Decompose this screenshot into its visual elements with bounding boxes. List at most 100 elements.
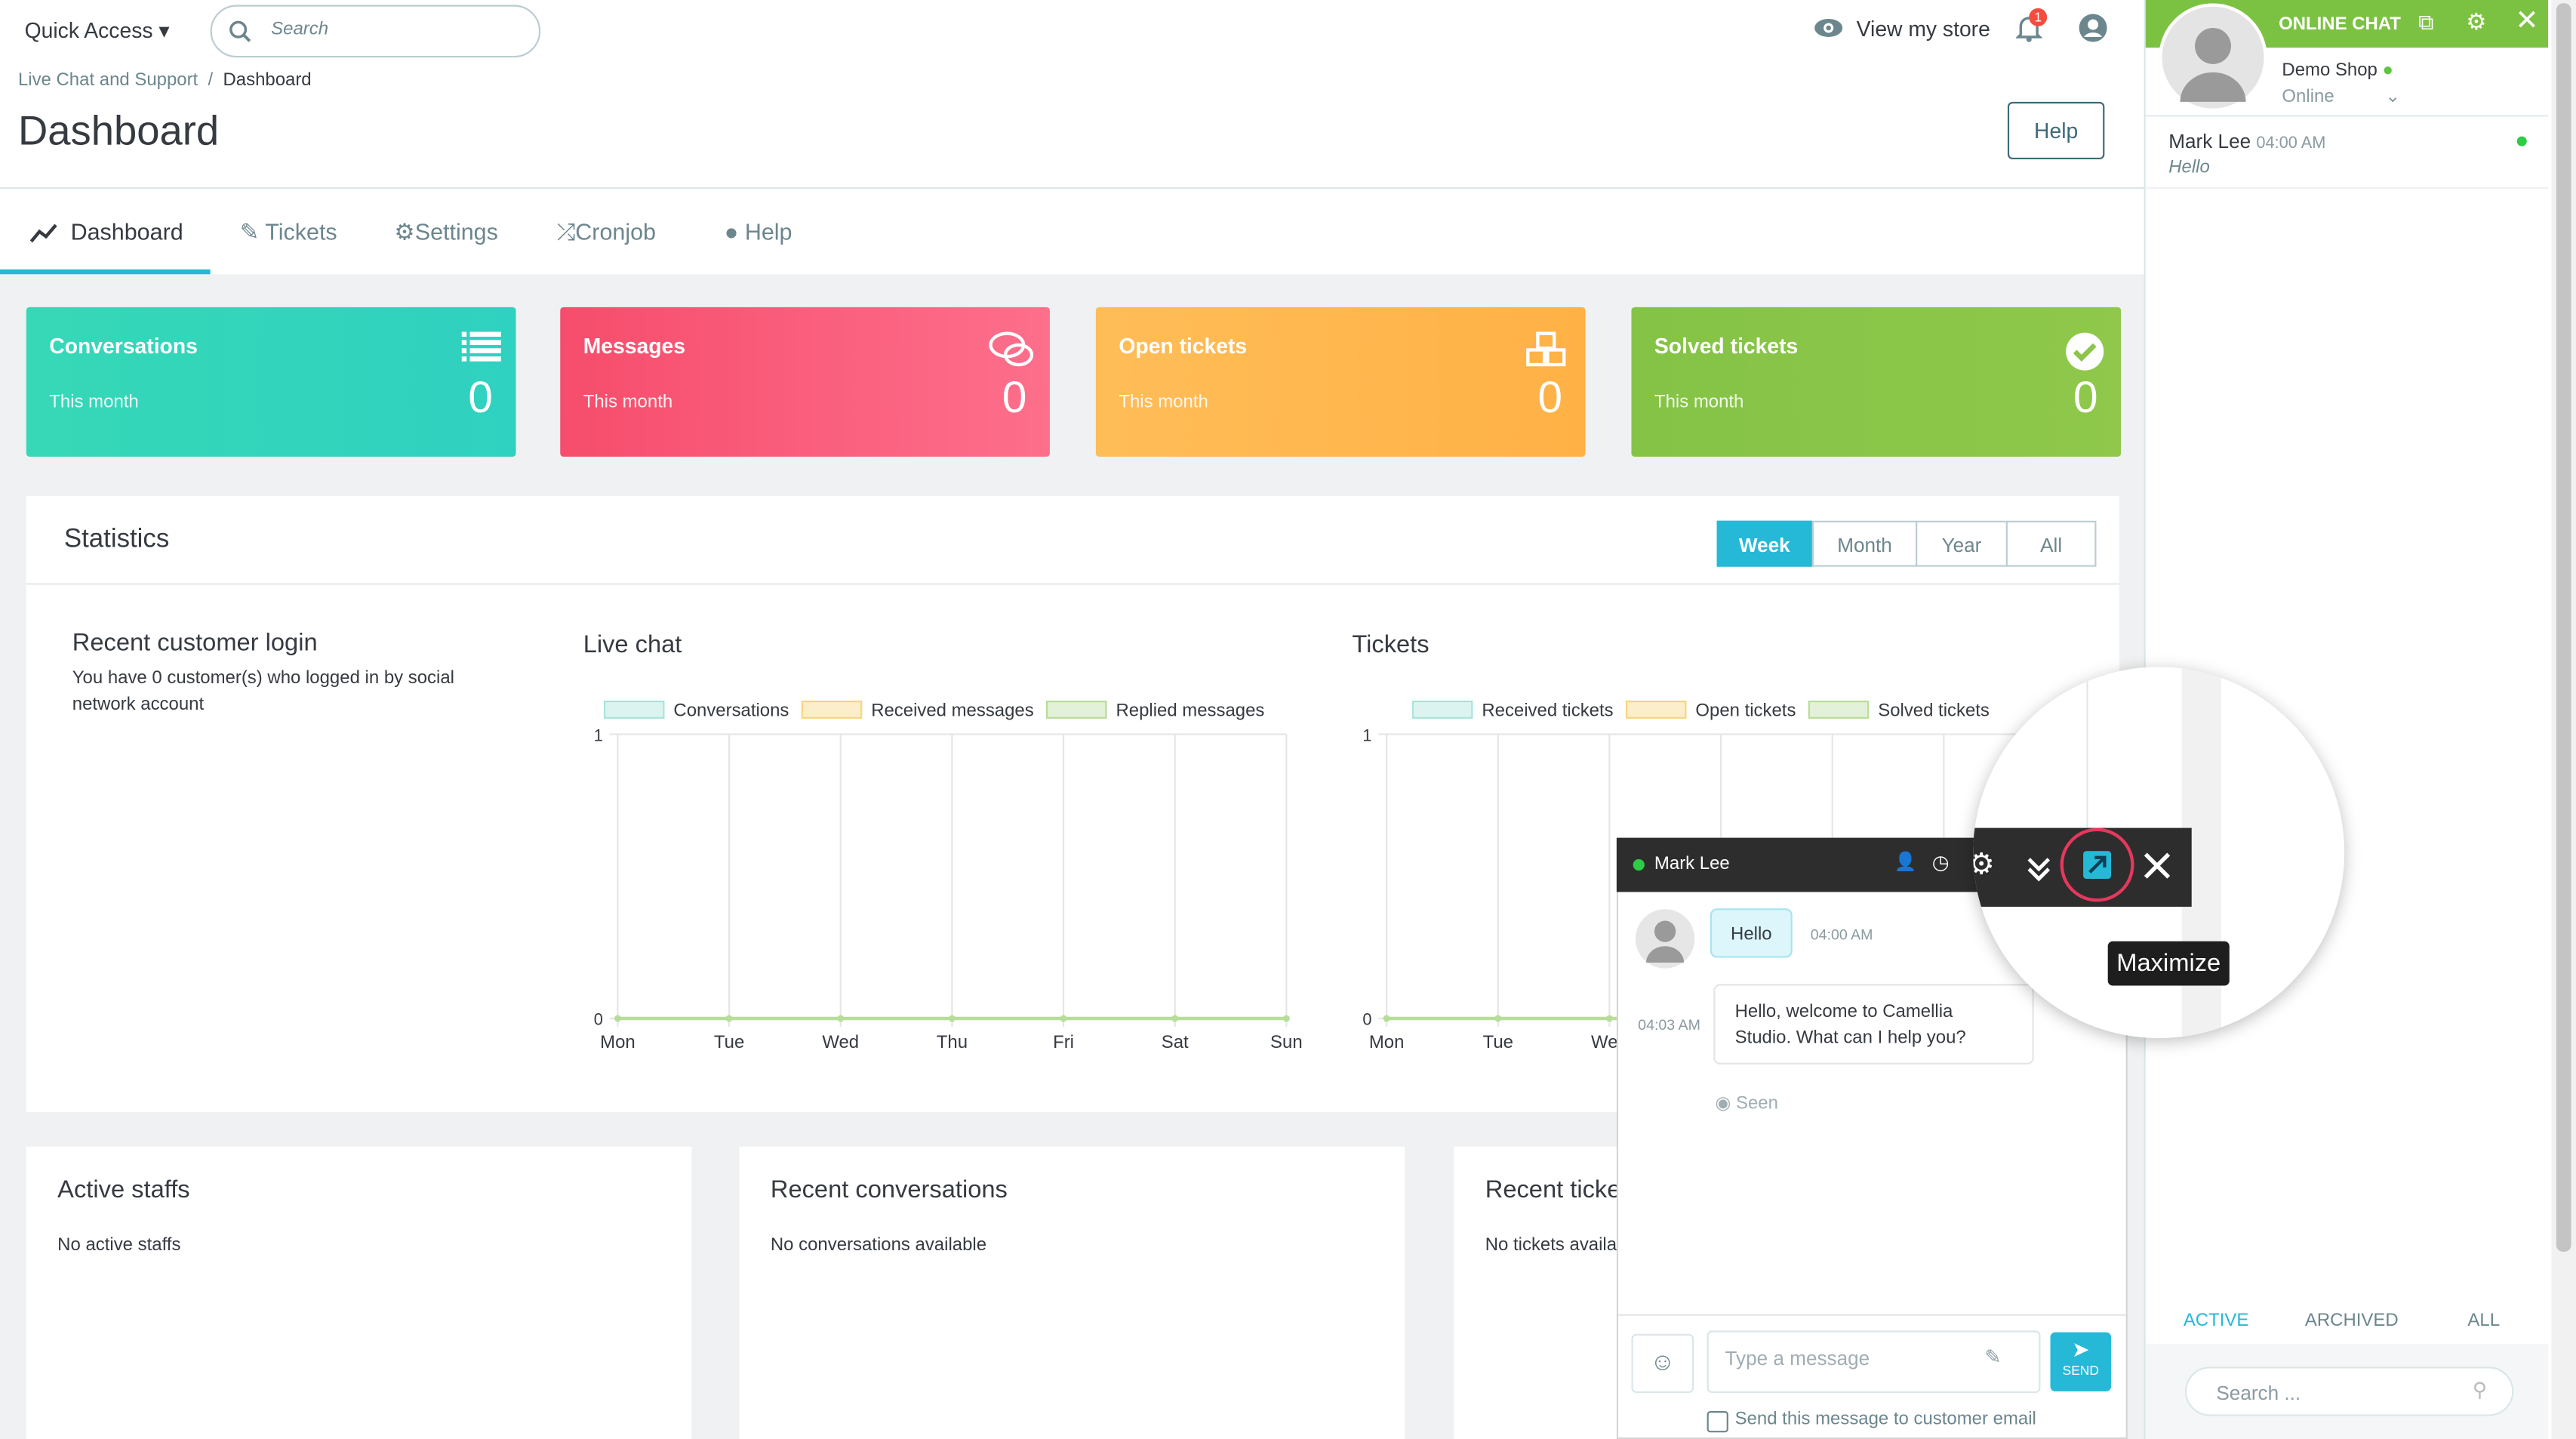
- profile-icon[interactable]: 👤: [1894, 852, 1917, 873]
- zoomed-collapse[interactable]: [2024, 854, 2054, 883]
- send-button[interactable]: ➤ SEND: [2050, 1332, 2112, 1391]
- email-checkbox[interactable]: [1707, 1411, 1728, 1433]
- active-tab-indicator: [0, 269, 211, 275]
- attach-icon[interactable]: ✎: [1984, 1345, 2002, 1369]
- online-dot: [1633, 858, 1645, 871]
- card-title: Solved tickets: [1654, 333, 1799, 359]
- card-period: This month: [49, 393, 139, 413]
- send-label[interactable]: SEND: [2062, 1363, 2099, 1379]
- shop-label: Demo Shop: [2282, 60, 2377, 81]
- card-icon: [2066, 332, 2104, 371]
- user-icon[interactable]: [2079, 13, 2108, 42]
- tab[interactable]: ⚙Settings: [394, 218, 498, 245]
- search-placeholder: Search: [271, 20, 329, 40]
- range-button[interactable]: Week: [1716, 520, 1812, 567]
- legend-swatch: [801, 700, 863, 719]
- settings-icon[interactable]: ⚙: [2466, 8, 2487, 35]
- received-message: Hello: [1710, 908, 1793, 958]
- help-button[interactable]: Help: [2007, 101, 2105, 160]
- x-tick-label: Tue: [714, 1032, 744, 1052]
- data-point: [1606, 1015, 1613, 1022]
- last-message: Hello: [2168, 157, 2210, 177]
- page-title: Dashboard: [17, 108, 220, 155]
- search-icon: ⚲: [2472, 1378, 2488, 1401]
- message-time: 04:03 AM: [1638, 1016, 1700, 1034]
- conversation-item[interactable]: Mark Lee 04:00 AM: [2168, 130, 2325, 153]
- card-title: Open tickets: [1119, 333, 1248, 359]
- card-title: Messages: [583, 333, 686, 359]
- history-icon[interactable]: ◷: [1931, 851, 1950, 874]
- status-select[interactable]: Online ⌄: [2282, 87, 2401, 107]
- filter-tab[interactable]: ALL: [2467, 1311, 2501, 1331]
- legend-label: Open tickets: [1695, 701, 1796, 721]
- highlight-ring: [2060, 827, 2134, 902]
- zoomed-close[interactable]: [2142, 851, 2171, 880]
- contact-avatar: [1635, 909, 1695, 969]
- y-tick-label: 1: [594, 726, 603, 744]
- card-period: This month: [1654, 393, 1744, 413]
- panel-title: Recent conversations: [770, 1176, 1008, 1204]
- filter-tab[interactable]: ACTIVE: [2183, 1311, 2249, 1331]
- login-text: You have 0 customer(s) who logged in by …: [72, 668, 454, 715]
- tab[interactable]: ⤮Cronjob: [556, 218, 657, 245]
- panel: Recent conversations No conversations ava…: [739, 1146, 1405, 1439]
- x-tick-label: Tue: [1483, 1032, 1513, 1052]
- legend-label: Received messages: [871, 701, 1033, 721]
- status-label[interactable]: Online: [2282, 87, 2334, 107]
- email-option-label[interactable]: Send this message to customer email: [1734, 1409, 2036, 1429]
- search-placeholder: Search ...: [2216, 1381, 2301, 1405]
- tab[interactable]: ● Help: [724, 218, 792, 245]
- card-title: Conversations: [49, 333, 198, 359]
- x-tick-label: Sat: [1162, 1032, 1189, 1052]
- scrollbar[interactable]: [2551, 0, 2576, 1439]
- search-box[interactable]: Search: [210, 5, 541, 58]
- panel-title: Active staffs: [57, 1176, 190, 1204]
- tab[interactable]: ✎ Tickets: [239, 218, 337, 245]
- search-icon: [229, 20, 251, 42]
- card-icon: [461, 331, 501, 362]
- magnifier: ⚙ Maximize: [1973, 667, 2345, 1039]
- legend-swatch: [1808, 700, 1870, 719]
- panel-title: Recent tickets: [1485, 1176, 1640, 1204]
- panel: Active staffs No active staffs: [26, 1146, 692, 1439]
- seen-label: Seen: [1736, 1094, 1778, 1114]
- tab-label[interactable]: Tickets: [265, 218, 337, 245]
- legend-label: Received tickets: [1482, 701, 1613, 721]
- scroll-thumb[interactable]: [2556, 3, 2571, 1252]
- data-point: [1171, 1015, 1179, 1022]
- range-button[interactable]: All: [2005, 520, 2097, 567]
- data-point: [837, 1015, 845, 1022]
- seen-status: ◉ Seen: [1715, 1094, 1778, 1114]
- data-point: [1283, 1015, 1290, 1022]
- quick-access[interactable]: Quick Access ▾: [24, 17, 170, 43]
- tab[interactable]: Dashboard: [70, 218, 183, 245]
- sidebar-search[interactable]: Search ... ⚲: [2185, 1367, 2514, 1416]
- x-tick-label: Thu: [937, 1032, 968, 1052]
- close-icon[interactable]: ✕: [2515, 5, 2539, 36]
- tab-label[interactable]: Cronjob: [575, 218, 657, 245]
- data-point: [614, 1015, 621, 1022]
- emoji-button[interactable]: ☺: [1631, 1333, 1694, 1394]
- data-point: [1494, 1015, 1502, 1022]
- tab-label[interactable]: Help: [744, 218, 792, 245]
- filter-tab[interactable]: ARCHIVED: [2304, 1311, 2399, 1331]
- maximize-button[interactable]: [2083, 851, 2112, 880]
- breadcrumb-item[interactable]: Live Chat and Support: [17, 70, 199, 91]
- legend-swatch: [1411, 700, 1473, 719]
- legend-swatch: [1625, 700, 1687, 719]
- message-input[interactable]: Type a message ✎: [1707, 1330, 2041, 1394]
- tab-label[interactable]: Settings: [414, 218, 498, 245]
- panel-text: No conversations available: [770, 1235, 987, 1256]
- card-value: 0: [1002, 372, 1027, 423]
- stat-card: Conversations This month 0: [26, 307, 516, 457]
- avatar: [2159, 3, 2267, 112]
- range-button[interactable]: Year: [1916, 520, 2008, 567]
- view-store-link[interactable]: View my store: [1856, 16, 1990, 42]
- quick-access-label[interactable]: Quick Access: [24, 17, 153, 43]
- zoomed-settings[interactable]: ⚙: [1973, 848, 1995, 883]
- data-point: [725, 1015, 733, 1022]
- range-button[interactable]: Month: [1811, 520, 1918, 567]
- popout-icon[interactable]: ⧉: [2418, 10, 2434, 35]
- legend-label: Conversations: [673, 701, 789, 721]
- card-period: This month: [1119, 393, 1208, 413]
